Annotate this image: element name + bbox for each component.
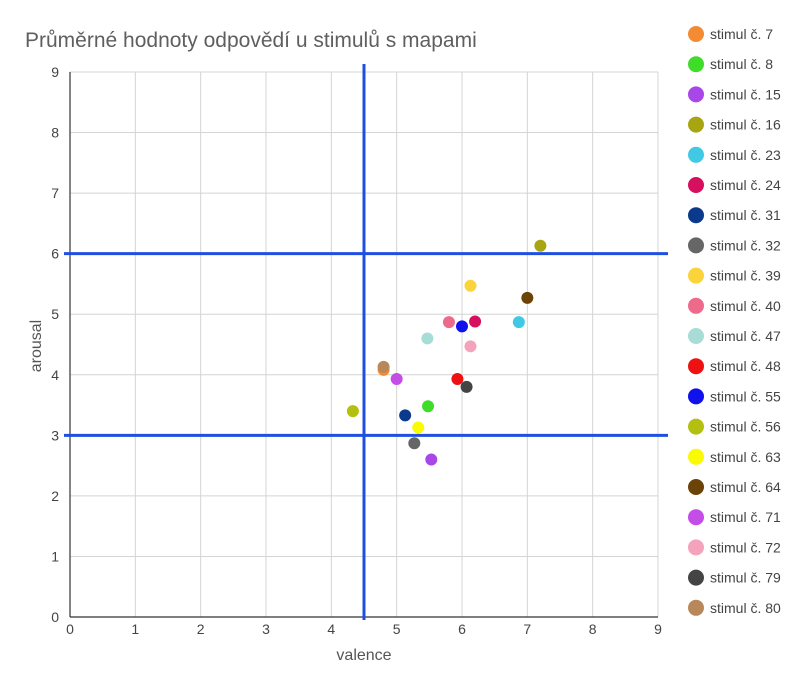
data-point (408, 437, 421, 450)
legend-marker (688, 388, 704, 405)
legend-label: stimul č. 23 (710, 147, 781, 163)
data-point (464, 279, 477, 292)
legend-marker (688, 479, 704, 495)
x-tick-label: 1 (131, 621, 139, 637)
data-point (464, 340, 477, 353)
y-tick-label: 8 (51, 125, 59, 141)
data-point (469, 315, 482, 328)
y-tick-label: 7 (51, 185, 59, 201)
x-tick-label: 5 (393, 621, 401, 637)
legend-marker (688, 509, 704, 526)
data-point (460, 380, 473, 393)
legend-marker (688, 56, 704, 73)
y-tick-label: 0 (51, 609, 59, 625)
x-tick-label: 3 (262, 621, 270, 637)
legend-label: stimul č. 31 (710, 207, 781, 223)
legend-label: stimul č. 64 (710, 479, 781, 495)
data-point (451, 373, 464, 386)
data-point (456, 320, 468, 333)
data-point (521, 291, 534, 304)
legend-marker (688, 328, 704, 344)
legend-label: stimul č. 24 (710, 177, 781, 193)
legend-marker (688, 177, 704, 193)
x-tick-labels: 0 1 2 3 4 5 6 7 8 9 (66, 621, 662, 637)
data-point (377, 360, 390, 373)
y-tick-label: 2 (51, 488, 59, 504)
y-tick-label: 6 (51, 246, 59, 262)
legend-label: stimul č. 80 (710, 600, 781, 616)
legend-marker (688, 146, 704, 163)
y-tick-labels: 0 1 2 3 4 5 6 7 8 9 (51, 64, 59, 625)
data-point (512, 316, 525, 329)
legend: stimul č. 7 stimul č. 8 stimul č. 15 stimul… (688, 26, 781, 616)
reference-lines (64, 64, 668, 620)
data-point (421, 332, 434, 345)
data-point (534, 239, 547, 252)
legend-marker (688, 26, 704, 42)
y-tick-label: 1 (51, 548, 59, 564)
x-tick-label: 0 (66, 621, 74, 637)
chart-title: Průměrné hodnoty odpovědí u stimulů s ma… (25, 29, 477, 52)
data-point (412, 421, 425, 434)
legend-label: stimul č. 79 (710, 570, 781, 586)
legend-label: stimul č. 47 (710, 328, 781, 344)
legend-marker (688, 116, 704, 133)
legend-marker (688, 297, 704, 314)
legend-label: stimul č. 7 (710, 26, 773, 42)
y-tick-label: 5 (51, 306, 59, 322)
legend-label: stimul č. 56 (710, 419, 781, 435)
legend-marker (688, 418, 704, 435)
y-tick-label: 3 (51, 427, 59, 443)
y-axis-label: arousal (28, 320, 45, 372)
legend-marker (688, 599, 704, 616)
legend-marker (688, 237, 704, 254)
data-point (399, 409, 412, 422)
x-tick-label: 9 (654, 621, 662, 637)
legend-label: stimul č. 40 (710, 298, 781, 314)
legend-marker (688, 86, 704, 103)
legend-label: stimul č. 72 (710, 539, 781, 555)
legend-label: stimul č. 39 (710, 268, 781, 284)
legend-label: stimul č. 63 (710, 449, 781, 465)
legend-label: stimul č. 15 (710, 86, 781, 102)
x-tick-label: 8 (589, 621, 597, 637)
legend-marker (688, 569, 704, 586)
legend-marker (688, 358, 704, 375)
x-tick-label: 2 (197, 621, 205, 637)
data-point (425, 453, 438, 466)
x-tick-label: 6 (458, 621, 466, 637)
x-axis-label: valence (336, 647, 391, 664)
legend-marker (688, 539, 704, 556)
legend-label: stimul č. 71 (710, 509, 781, 525)
y-tick-label: 9 (51, 64, 59, 80)
data-point (422, 400, 435, 413)
legend-marker (688, 267, 704, 284)
legend-label: stimul č. 48 (710, 358, 781, 374)
y-tick-label: 4 (51, 367, 59, 383)
legend-marker (688, 207, 704, 224)
legend-label: stimul č. 8 (710, 56, 773, 72)
data-points (346, 239, 547, 466)
x-tick-label: 4 (327, 621, 335, 637)
legend-marker (688, 448, 704, 465)
data-point (346, 405, 359, 418)
data-point (390, 373, 403, 386)
data-point (442, 316, 455, 329)
legend-label: stimul č. 16 (710, 117, 781, 133)
legend-label: stimul č. 32 (710, 237, 781, 253)
x-tick-label: 7 (523, 621, 531, 637)
legend-label: stimul č. 55 (710, 388, 781, 404)
